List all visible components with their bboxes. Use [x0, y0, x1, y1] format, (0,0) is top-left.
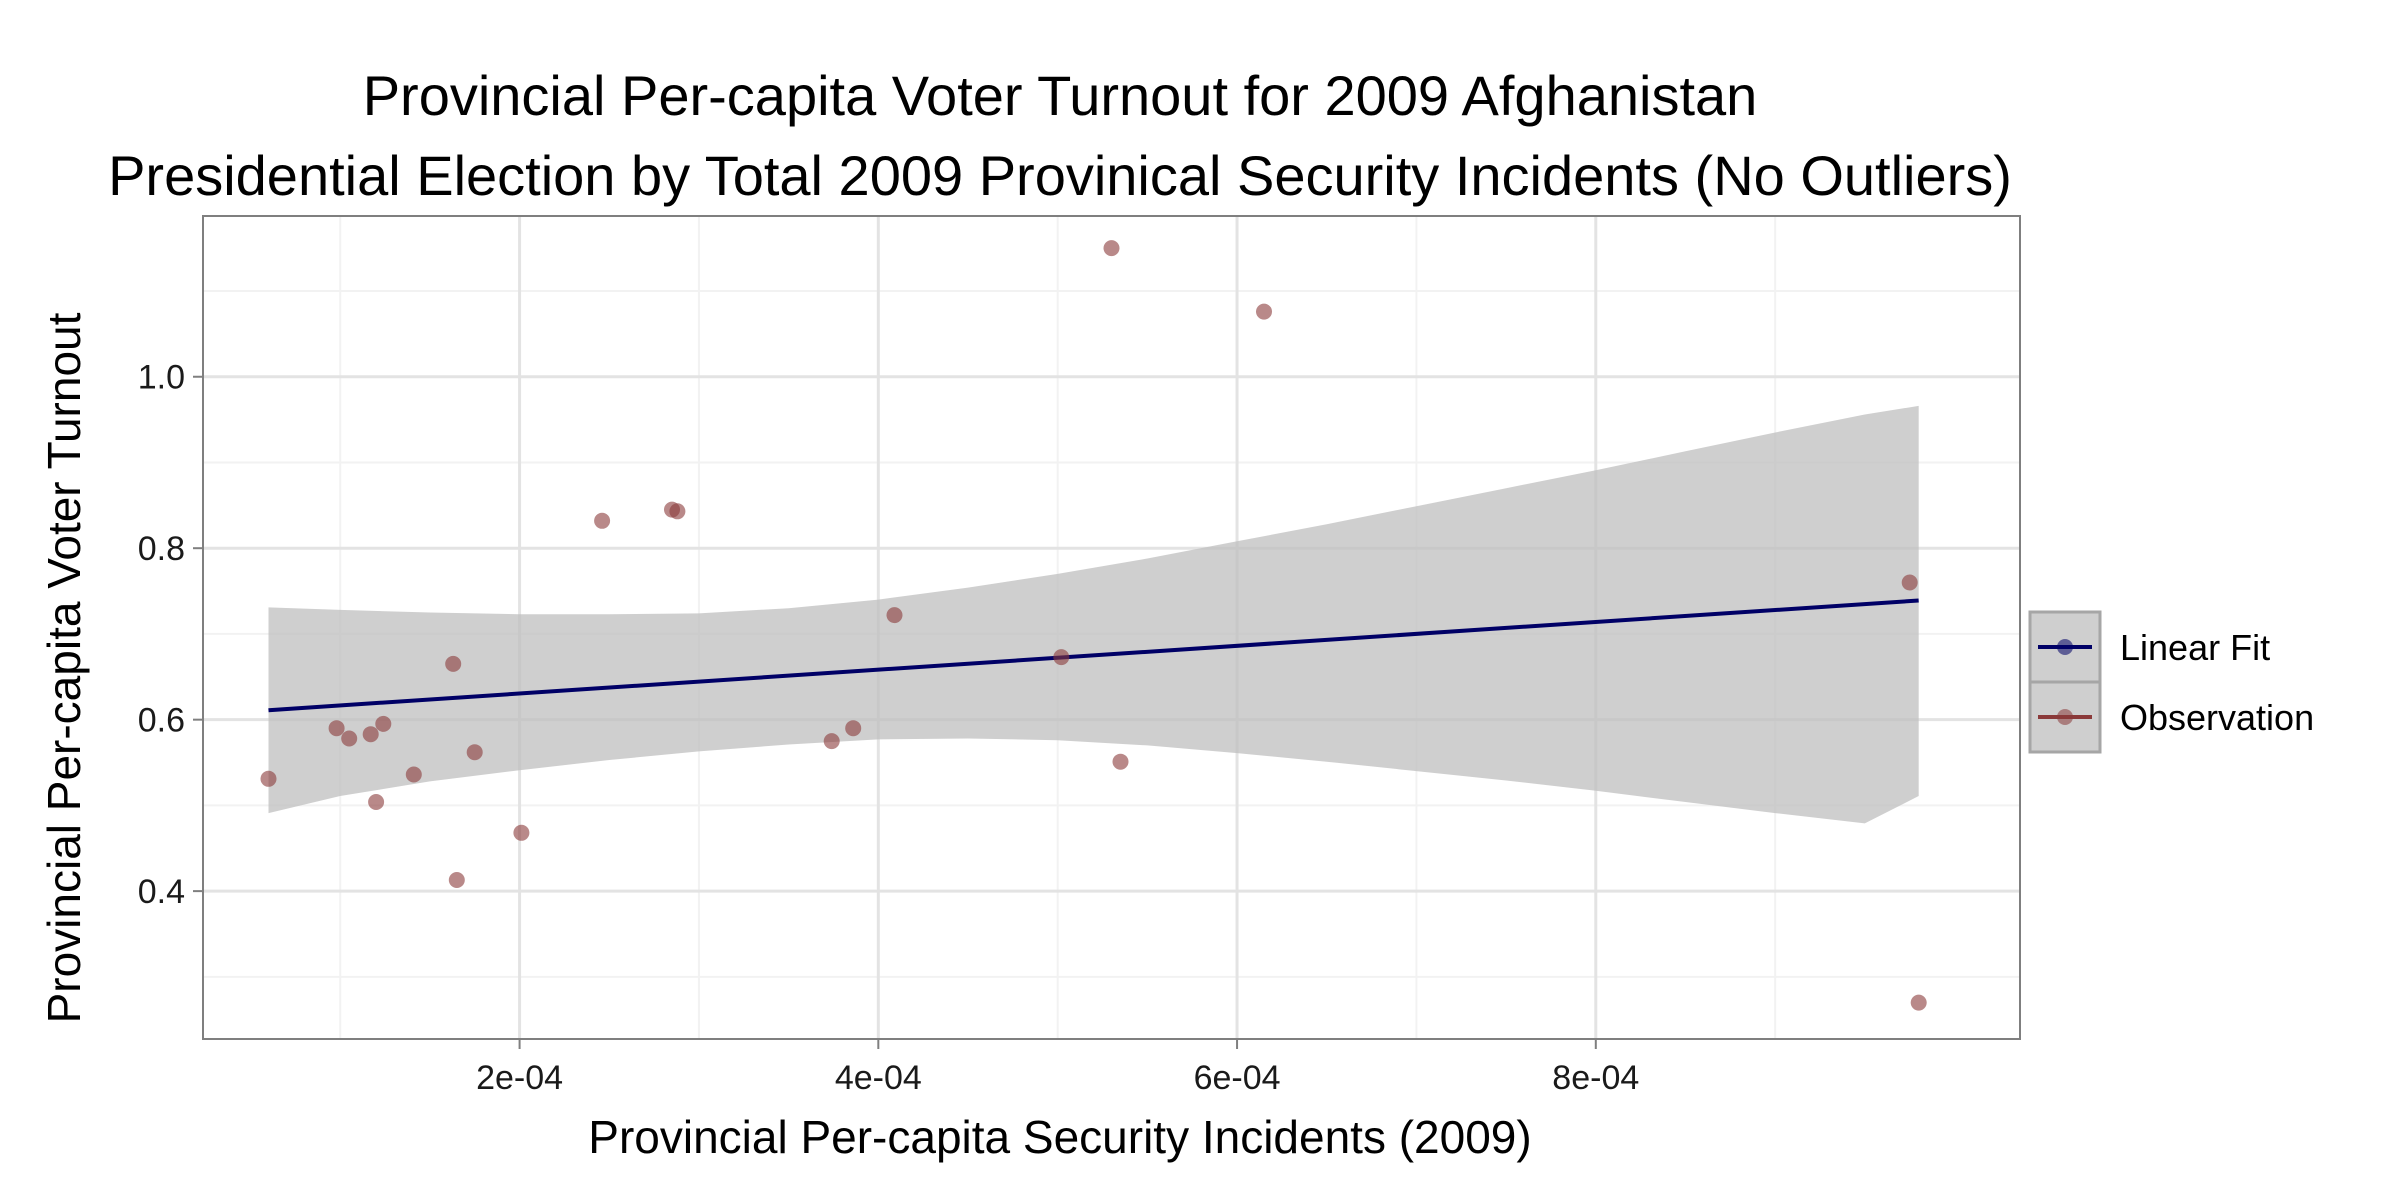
confidence-band-layer: [268, 405, 1919, 824]
y-tick-label: 0.8: [138, 530, 185, 568]
legend-label: Linear Fit: [2120, 627, 2270, 668]
x-axis-title: Provincial Per-capita Security Incidents…: [588, 1111, 1531, 1163]
linear-fit-line: [268, 598, 1919, 713]
legend: Linear Fit Observation: [2028, 610, 2314, 754]
observation-point: [445, 655, 462, 672]
x-tick-label: 6e-04: [1194, 1059, 1281, 1097]
legend-key-point: [2057, 709, 2073, 725]
observation-point: [341, 730, 358, 747]
x-axis-ticks: 2e-04 4e-04 6e-04 8e-04: [476, 1039, 1639, 1097]
observation-point: [594, 512, 611, 529]
x-tick-label: 8e-04: [1552, 1059, 1639, 1097]
chart-title-line-2: Presidential Election by Total 2009 Prov…: [108, 144, 2012, 207]
plot-border: [202, 215, 2021, 1040]
observation-point: [669, 503, 686, 520]
chart-title-line-1: Provincial Per-capita Voter Turnout for …: [363, 64, 1758, 127]
observation-point: [1053, 649, 1070, 666]
legend-label: Observation: [2120, 697, 2314, 738]
y-axis-title: Provincial Per-capita Voter Turnout: [38, 312, 90, 1023]
observation-point: [513, 824, 530, 841]
observation-point: [1910, 994, 1927, 1011]
observation-point: [405, 766, 422, 783]
y-tick-label: 0.6: [138, 702, 185, 740]
observation-point: [1103, 240, 1120, 257]
observation-point: [823, 733, 840, 750]
observation-point: [1112, 753, 1129, 770]
legend-item: Linear Fit: [2028, 610, 2270, 684]
x-tick-label: 4e-04: [835, 1059, 922, 1097]
observation-point: [375, 715, 392, 732]
y-axis-ticks: 0.4 0.6 0.8 1.0: [138, 359, 203, 911]
x-tick-label: 2e-04: [476, 1059, 563, 1097]
legend-key-point: [2057, 639, 2073, 655]
observation-point: [886, 607, 903, 624]
observation-point: [466, 744, 483, 761]
observation-point: [260, 770, 277, 787]
observation-point: [362, 726, 379, 743]
legend-item: Observation: [2028, 680, 2314, 754]
observation-point: [1256, 303, 1272, 320]
observation-point: [448, 872, 465, 888]
observation-point: [328, 720, 345, 737]
observation-point: [368, 794, 385, 810]
confidence-band: [268, 405, 1919, 824]
observation-points: [260, 240, 1927, 1011]
observation-point: [845, 720, 862, 737]
y-tick-label: 1.0: [138, 359, 185, 397]
fit-line-layer: [268, 598, 1919, 713]
observation-point: [1901, 574, 1918, 591]
y-tick-label: 0.4: [138, 873, 185, 911]
